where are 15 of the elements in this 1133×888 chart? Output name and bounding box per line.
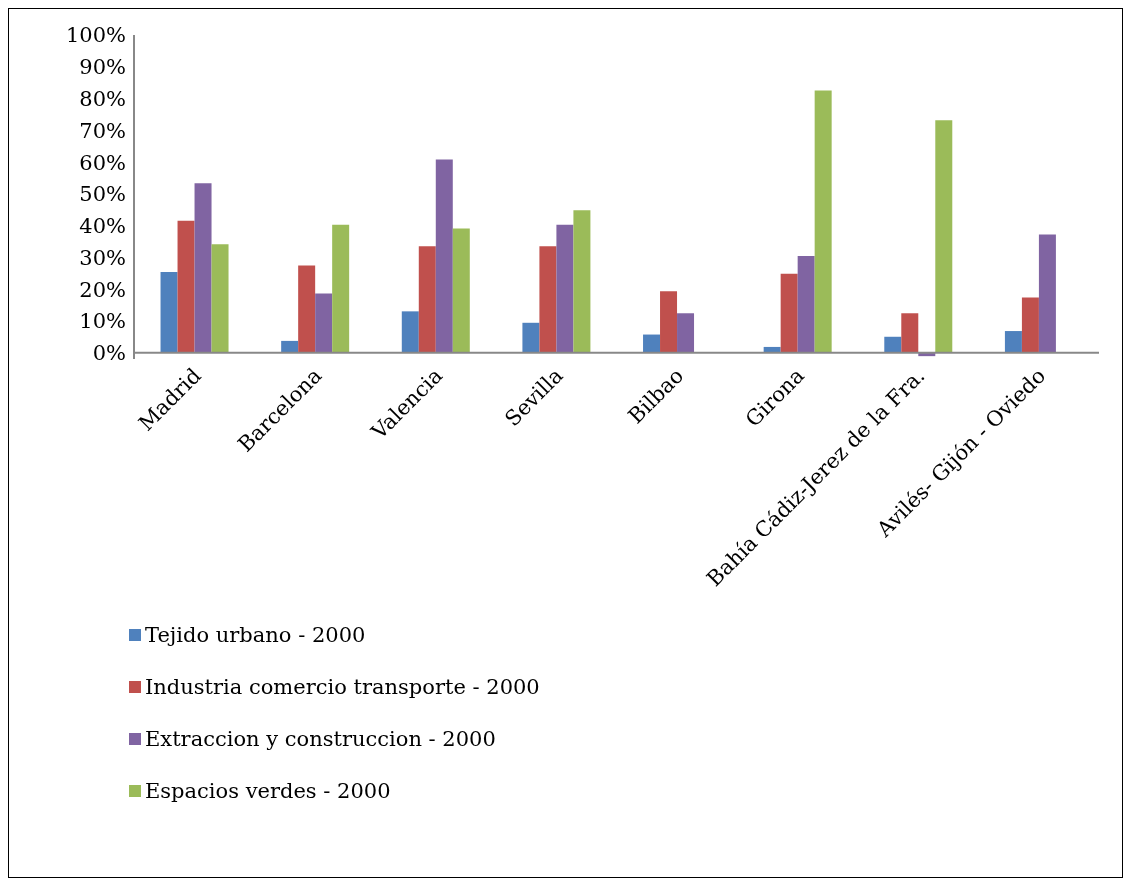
y-tick-label: 10%: [79, 309, 126, 334]
y-tick-label: 70%: [79, 118, 126, 143]
legend-label: Extraccion y construccion - 2000: [145, 727, 496, 751]
y-tick-label: 90%: [79, 55, 126, 80]
y-tick-label: 80%: [79, 86, 126, 111]
legend-label: Tejido urbano - 2000: [145, 623, 366, 647]
legend-label: Espacios verdes - 2000: [145, 779, 391, 803]
y-tick-label: 30%: [79, 245, 126, 270]
y-tick-label: 60%: [79, 150, 126, 175]
y-tick-label: 100%: [65, 23, 126, 48]
y-tick-label: 20%: [79, 277, 126, 302]
y-tick-label: 40%: [79, 214, 126, 239]
y-tick-label: 0%: [92, 341, 126, 366]
y-tick-label: 50%: [79, 182, 126, 207]
legend-label: Industria comercio transporte - 2000: [145, 675, 540, 699]
